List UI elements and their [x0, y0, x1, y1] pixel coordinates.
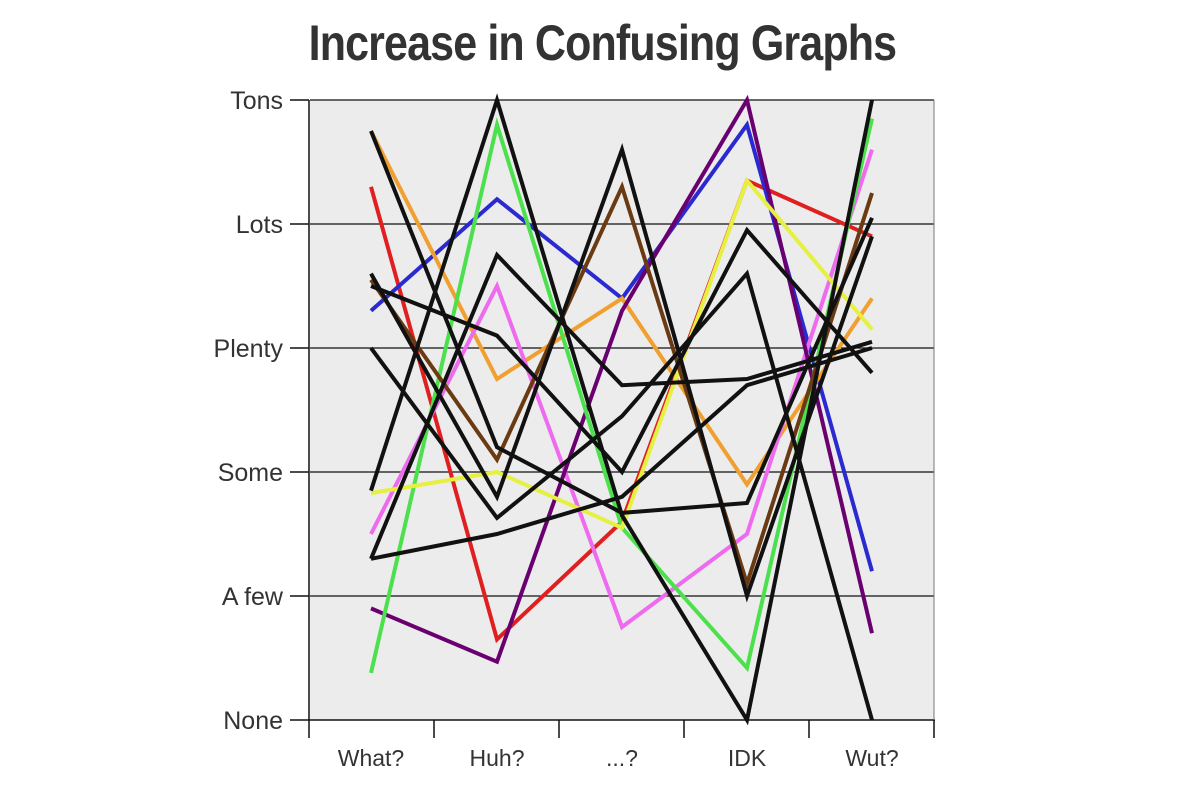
x-tick-label: IDK	[728, 745, 767, 771]
x-tick-label: ...?	[606, 745, 638, 771]
y-tick-label: Lots	[236, 211, 283, 239]
y-tick-label: Some	[218, 459, 283, 487]
y-ticks: None A few Some Plenty Lots Tons	[214, 87, 309, 735]
series-line	[369, 251, 873, 560]
x-tick-label: Huh?	[470, 745, 525, 771]
y-tick-label: None	[223, 707, 283, 735]
series-line	[370, 226, 874, 476]
y-tick-label: A few	[222, 583, 284, 611]
axes	[308, 100, 935, 721]
x-ticks: What? Huh?...? IDK Wut?	[308, 720, 935, 771]
series-line	[370, 346, 873, 561]
grid-lines	[310, 99, 934, 597]
series-lines	[369, 93, 874, 726]
series-line	[369, 181, 874, 591]
series-line	[369, 269, 874, 721]
series-line	[369, 93, 874, 726]
x-tick-label: What?	[338, 745, 404, 771]
series-line	[369, 143, 874, 603]
y-tick-label: Plenty	[214, 335, 284, 363]
chart-title: Increase in Confusing Graphs	[308, 15, 897, 71]
plot-background	[310, 100, 934, 720]
y-tick-label: Tons	[230, 87, 283, 115]
x-tick-label: Wut?	[845, 745, 898, 771]
series-line	[370, 176, 874, 531]
